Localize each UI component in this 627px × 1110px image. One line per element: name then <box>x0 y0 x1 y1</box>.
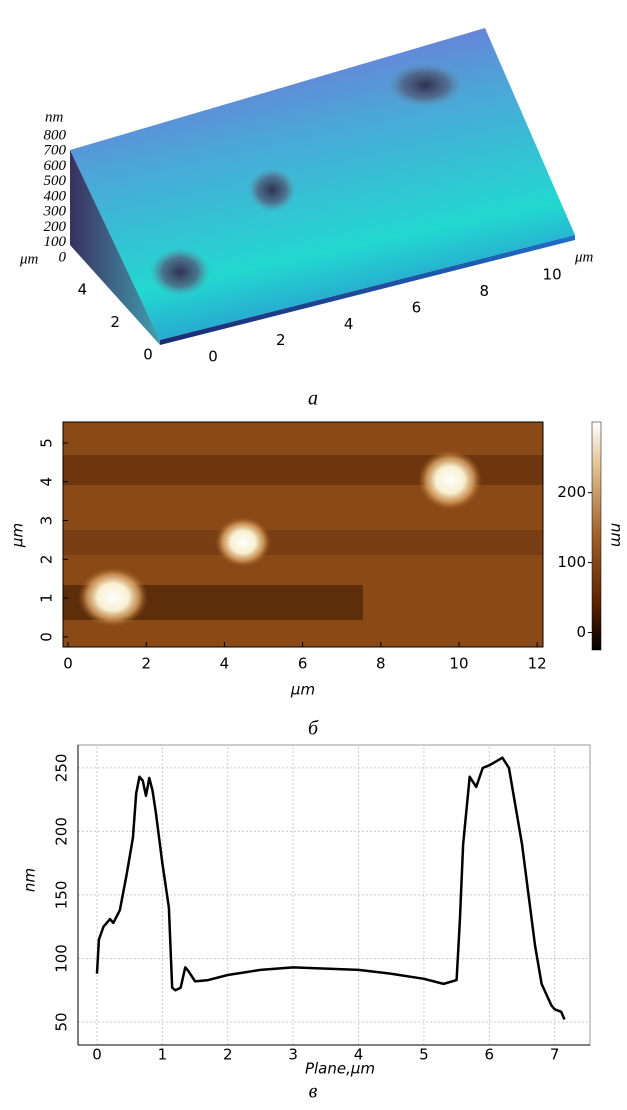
caption: a <box>308 388 318 410</box>
z-tick-label: 400 <box>44 188 67 204</box>
z-tick-label: 800 <box>44 127 67 143</box>
figure: 01002003004005006007008000240246810nmμmμ… <box>0 0 627 1110</box>
particle <box>387 63 463 107</box>
y-tick-label: 250 <box>53 754 71 783</box>
y-tick-label: 200 <box>53 817 71 846</box>
z-tick-label: 200 <box>44 219 67 235</box>
particle <box>150 248 210 296</box>
colorbar-tick-label: 0 <box>576 623 586 641</box>
x-axis-label: μm <box>574 249 594 265</box>
x-tick-label: 6 <box>298 655 308 673</box>
x-tick-label: 10 <box>543 266 562 284</box>
y-tick-label: 100 <box>53 944 71 973</box>
x-tick-label: 10 <box>449 655 468 673</box>
x-axis-label: μm <box>290 681 315 699</box>
x-tick-label: 7 <box>550 1046 560 1064</box>
x-tick-label: 8 <box>479 282 489 300</box>
x-tick-label: 2 <box>276 331 286 349</box>
colorbar <box>592 422 601 650</box>
x-tick-label: 2 <box>223 1046 233 1064</box>
z-tick-label: 300 <box>43 204 67 220</box>
x-tick-label: 5 <box>419 1046 429 1064</box>
y-tick-label: 4 <box>38 477 56 487</box>
particle <box>78 567 148 627</box>
y-tick-label: 2 <box>110 313 120 331</box>
x-axis-label: Plane,μm <box>305 1060 375 1078</box>
x-tick-label: 0 <box>63 655 73 673</box>
x-tick-label: 6 <box>485 1046 495 1064</box>
y-tick-label: 0 <box>38 632 56 642</box>
x-tick-label: 12 <box>528 655 547 673</box>
y-axis-label: nm <box>21 868 39 892</box>
y-tick-label: 0 <box>143 346 153 364</box>
x-tick-label: 4 <box>344 315 354 333</box>
z-tick-label: 0 <box>59 249 67 265</box>
profile-line <box>97 758 565 1020</box>
particle <box>215 517 271 567</box>
x-tick-label: 0 <box>208 348 218 366</box>
x-tick-label: 2 <box>141 655 151 673</box>
particle <box>248 168 296 212</box>
z-axis-label: nm <box>45 109 64 125</box>
y-axis-label: μm <box>19 251 39 267</box>
x-tick-label: 0 <box>92 1046 102 1064</box>
caption: в <box>309 1081 318 1103</box>
colorbar-tick-label: 100 <box>557 553 586 571</box>
y-tick-label: 4 <box>78 281 88 299</box>
y-axis-label: μm <box>9 523 27 548</box>
z-tick-label: 600 <box>44 158 67 174</box>
colorbar-tick-label: 200 <box>557 483 586 501</box>
surface <box>70 28 575 340</box>
x-tick-label: 3 <box>288 1046 298 1064</box>
colorbar-label: nm <box>608 523 626 547</box>
caption: б <box>308 718 319 740</box>
y-tick-label: 5 <box>38 438 56 448</box>
x-tick-label: 1 <box>158 1046 168 1064</box>
z-tick-label: 700 <box>44 143 67 159</box>
y-tick-label: 1 <box>38 593 56 603</box>
z-tick-label: 500 <box>44 173 67 189</box>
map-band <box>63 530 543 555</box>
x-tick-label: 8 <box>376 655 386 673</box>
y-tick-label: 150 <box>53 881 71 910</box>
x-tick-label: 6 <box>412 298 422 316</box>
y-tick-label: 2 <box>38 555 56 565</box>
particle <box>418 450 482 510</box>
z-tick-label: 100 <box>44 234 67 250</box>
x-tick-label: 4 <box>220 655 230 673</box>
y-tick-label: 50 <box>53 1012 71 1031</box>
y-tick-label: 3 <box>38 516 56 526</box>
